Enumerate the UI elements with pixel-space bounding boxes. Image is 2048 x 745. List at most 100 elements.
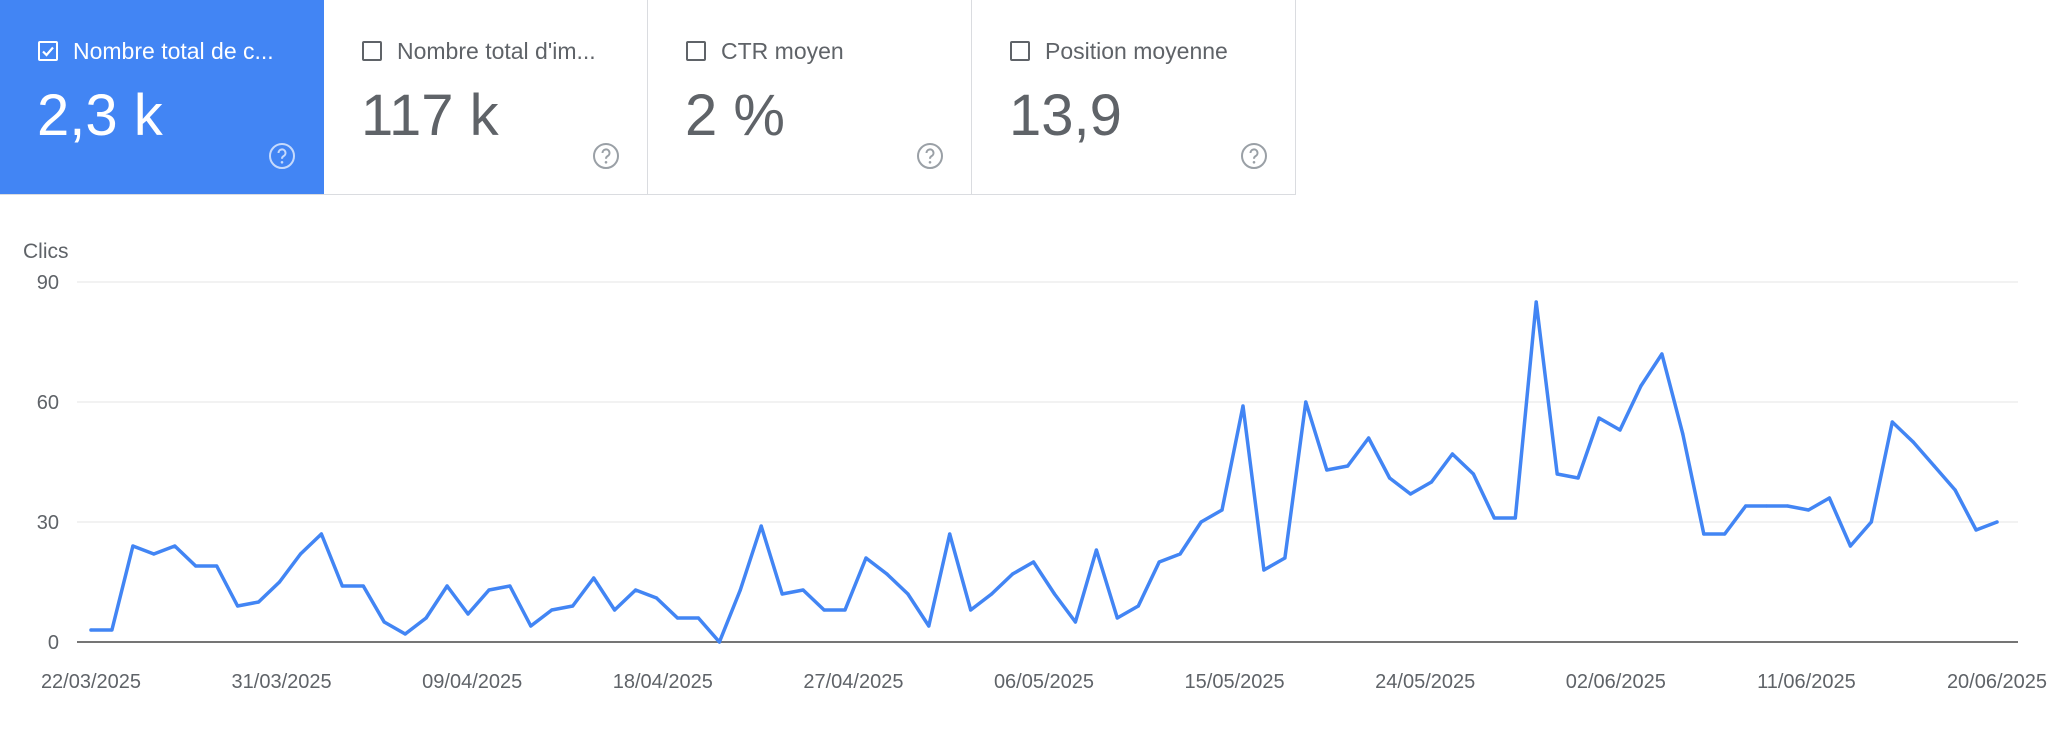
x-tick-labels: 22/03/2025 31/03/2025 09/04/2025 18/04/2025… (41, 671, 2047, 693)
data-point (1346, 464, 1350, 468)
data-point (508, 584, 512, 588)
data-point (654, 596, 659, 600)
help-circle-icon[interactable] (592, 142, 620, 170)
data-point (1031, 560, 1036, 564)
data-point (194, 564, 198, 568)
data-point (990, 592, 994, 596)
y-tick-label: 0 (48, 632, 59, 654)
data-point (1534, 300, 1538, 304)
metric-cards: Nombre total de c... 2,3 k Nombre total … (0, 0, 1296, 195)
x-tick-label: 09/04/2025 (422, 671, 522, 693)
data-point (1953, 488, 1957, 492)
data-point (152, 552, 156, 556)
help-circle-icon[interactable] (916, 142, 944, 170)
data-point (257, 600, 261, 604)
data-point (236, 604, 240, 608)
data-point (613, 608, 617, 612)
data-point (277, 580, 282, 584)
x-tick-label: 18/04/2025 (613, 671, 713, 693)
data-point (1597, 416, 1601, 420)
data-point (1995, 520, 1999, 524)
data-point (1723, 532, 1727, 536)
data-point (969, 608, 973, 612)
x-tick-label: 15/05/2025 (1185, 671, 1285, 693)
data-point (717, 640, 722, 644)
metric-card-clicks[interactable]: Nombre total de c... 2,3 k (0, 0, 324, 194)
y-tick-labels: 0 30 60 90 (37, 272, 59, 654)
checkbox-icon[interactable] (1010, 41, 1030, 61)
data-point (131, 544, 135, 548)
metric-card-position[interactable]: Position moyenne 13,9 (972, 0, 1296, 194)
data-point (1178, 552, 1182, 556)
y-tick-label: 30 (37, 512, 59, 534)
data-point (571, 604, 575, 608)
data-point (843, 608, 847, 612)
data-point (529, 624, 533, 628)
data-point (466, 612, 470, 616)
help-circle-icon[interactable] (268, 142, 296, 170)
checkbox-icon[interactable] (362, 41, 382, 61)
data-point (1618, 428, 1622, 432)
y-axis-label: Clics (23, 240, 69, 263)
data-point (445, 584, 449, 588)
data-point (1744, 504, 1748, 508)
data-point (1429, 480, 1434, 484)
data-point (1136, 604, 1140, 608)
data-point (1220, 508, 1224, 512)
data-point (1890, 420, 1894, 424)
data-point (1367, 436, 1371, 440)
metric-label: Nombre total d'im... (397, 38, 596, 64)
metric-label: Nombre total de c... (73, 38, 274, 64)
x-tick-label: 11/06/2025 (1757, 671, 1856, 693)
data-point (1325, 468, 1329, 472)
data-point (319, 532, 323, 536)
data-point (1408, 492, 1413, 496)
data-point (1262, 568, 1266, 572)
metric-card-impressions[interactable]: Nombre total d'im... 117 k (324, 0, 648, 194)
data-point (1283, 556, 1287, 560)
data-point (1576, 476, 1580, 480)
data-point (1785, 504, 1790, 508)
data-point (1011, 572, 1015, 576)
data-point (822, 608, 826, 612)
checkbox-checked-icon[interactable] (38, 41, 58, 61)
data-point (1304, 400, 1308, 404)
data-point (1639, 384, 1643, 388)
data-point (1073, 620, 1077, 624)
data-point (1660, 352, 1664, 356)
help-circle-icon[interactable] (1240, 142, 1268, 170)
data-point (1052, 592, 1057, 596)
metric-card-ctr[interactable]: CTR moyen 2 % (648, 0, 972, 194)
data-point (1974, 528, 1978, 532)
x-tick-label: 24/05/2025 (1375, 671, 1475, 693)
data-point (1827, 496, 1831, 500)
data-point (1450, 452, 1454, 456)
x-tick-label: 02/06/2025 (1566, 671, 1666, 693)
metric-value: 2,3 k (37, 83, 163, 148)
data-point (110, 628, 114, 632)
metric-value: 13,9 (1009, 83, 1122, 148)
data-points (89, 300, 1999, 644)
data-point (759, 524, 763, 528)
y-tick-label: 90 (37, 272, 59, 294)
data-point (801, 588, 805, 592)
data-point (1513, 516, 1517, 520)
data-point (927, 624, 931, 628)
data-point (424, 616, 428, 620)
data-point (780, 592, 784, 596)
data-point (382, 620, 386, 624)
data-point (1199, 520, 1203, 524)
data-point (864, 556, 868, 560)
data-point (550, 608, 554, 612)
data-point (634, 588, 638, 592)
data-point (906, 592, 910, 596)
x-tick-label: 20/06/2025 (1947, 671, 2047, 693)
data-point (173, 544, 177, 548)
clicks-chart: Clics 0 30 60 90 22/03/2025 31/03/2025 09/04/… (0, 194, 2048, 740)
x-tick-label: 27/04/2025 (803, 671, 903, 693)
checkbox-icon[interactable] (686, 41, 706, 61)
metric-label: Position moyenne (1045, 38, 1228, 64)
data-point (1115, 616, 1119, 620)
data-point (1492, 516, 1496, 520)
data-point (1241, 404, 1245, 408)
